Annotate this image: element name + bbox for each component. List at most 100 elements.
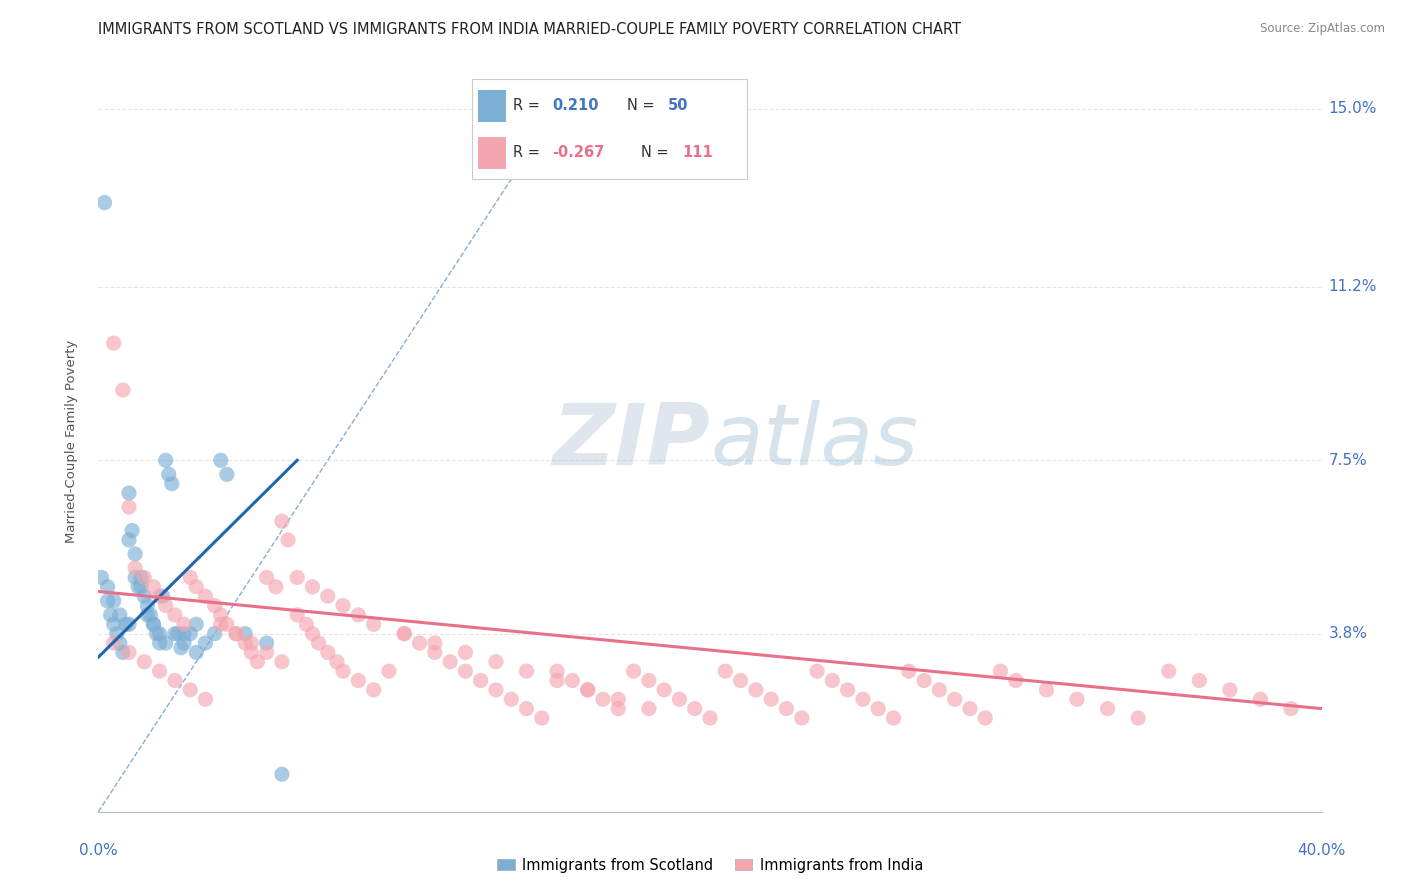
Point	[470, 673, 492, 688]
Point	[240, 636, 263, 650]
Point	[576, 682, 599, 697]
Point	[745, 682, 768, 697]
Point	[270, 767, 292, 781]
Text: 40.0%: 40.0%	[1298, 843, 1346, 858]
Point	[118, 533, 141, 547]
Point	[501, 692, 523, 706]
Point	[240, 645, 263, 659]
Point	[837, 682, 859, 697]
Point	[730, 673, 752, 688]
Point	[215, 617, 238, 632]
Point	[103, 617, 125, 632]
Point	[1188, 673, 1211, 688]
Point	[167, 626, 190, 640]
Point	[897, 664, 920, 678]
Point	[332, 599, 354, 613]
Point	[118, 645, 141, 659]
Point	[759, 692, 782, 706]
Point	[179, 626, 201, 640]
Point	[454, 645, 477, 659]
Point	[623, 664, 645, 678]
Text: atlas: atlas	[710, 400, 918, 483]
Y-axis label: Married-Couple Family Poverty: Married-Couple Family Poverty	[65, 340, 77, 543]
Point	[637, 673, 661, 688]
Point	[256, 645, 278, 659]
Point	[155, 636, 177, 650]
Point	[134, 589, 156, 603]
Point	[806, 664, 828, 678]
Point	[285, 607, 308, 622]
Point	[561, 673, 583, 688]
Point	[145, 626, 167, 640]
Point	[142, 617, 165, 632]
Point	[912, 673, 935, 688]
Point	[332, 664, 354, 678]
Point	[668, 692, 690, 706]
Point	[408, 636, 430, 650]
Point	[974, 711, 997, 725]
Point	[139, 607, 162, 622]
Point	[136, 607, 159, 622]
Point	[454, 664, 477, 678]
Point	[134, 570, 156, 584]
Point	[1219, 682, 1241, 697]
Point	[194, 589, 217, 603]
Point	[124, 547, 146, 561]
Point	[103, 336, 125, 351]
Point	[439, 655, 461, 669]
Point	[215, 467, 238, 482]
Legend: Immigrants from Scotland, Immigrants from India: Immigrants from Scotland, Immigrants fro…	[491, 852, 929, 879]
Point	[308, 636, 330, 650]
Point	[264, 580, 287, 594]
Point	[256, 570, 278, 584]
Point	[115, 617, 138, 632]
Point	[392, 626, 416, 640]
Point	[1157, 664, 1180, 678]
Point	[134, 655, 156, 669]
Text: 0.0%: 0.0%	[79, 843, 118, 858]
Point	[1097, 701, 1119, 715]
Point	[108, 607, 131, 622]
Point	[959, 701, 981, 715]
Point	[186, 645, 208, 659]
Point	[173, 626, 195, 640]
Point	[392, 626, 416, 640]
Point	[136, 599, 159, 613]
Point	[516, 664, 538, 678]
Point	[111, 383, 134, 397]
Text: ZIP: ZIP	[553, 400, 710, 483]
Point	[546, 664, 568, 678]
Point	[301, 626, 323, 640]
Point	[592, 692, 614, 706]
Text: 11.2%: 11.2%	[1329, 279, 1376, 294]
Text: 7.5%: 7.5%	[1329, 453, 1368, 467]
Point	[209, 617, 232, 632]
Point	[316, 589, 339, 603]
Point	[225, 626, 247, 640]
Point	[378, 664, 401, 678]
Point	[163, 607, 186, 622]
Text: 3.8%: 3.8%	[1329, 626, 1368, 641]
Point	[127, 580, 149, 594]
Point	[699, 711, 721, 725]
Point	[173, 636, 195, 650]
Point	[204, 626, 226, 640]
Point	[90, 570, 112, 584]
Point	[173, 617, 195, 632]
Text: Source: ZipAtlas.com: Source: ZipAtlas.com	[1260, 22, 1385, 36]
Point	[485, 655, 508, 669]
Point	[295, 617, 318, 632]
Point	[149, 664, 172, 678]
Point	[157, 467, 180, 482]
Point	[179, 570, 201, 584]
Point	[868, 701, 890, 715]
Point	[233, 636, 256, 650]
Point	[152, 589, 174, 603]
Point	[516, 701, 538, 715]
Text: 15.0%: 15.0%	[1329, 102, 1376, 116]
Point	[1035, 682, 1057, 697]
Point	[485, 682, 508, 697]
Point	[118, 486, 141, 500]
Point	[179, 682, 201, 697]
Point	[124, 570, 146, 584]
